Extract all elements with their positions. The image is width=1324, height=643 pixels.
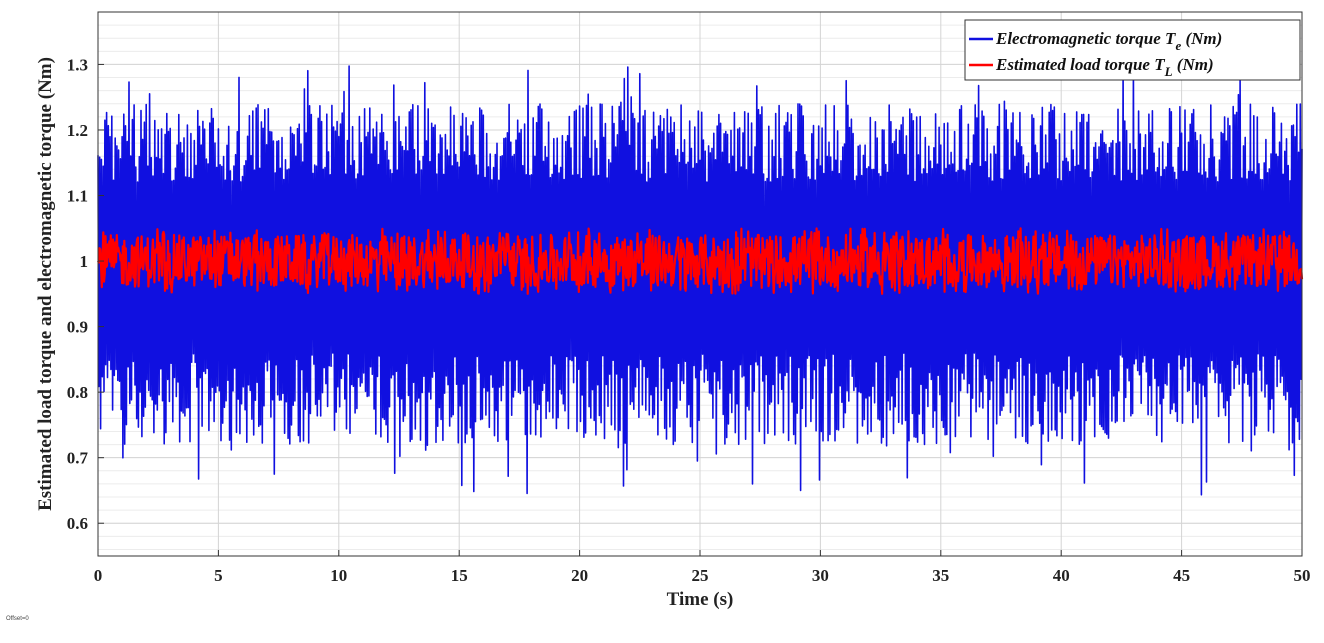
y-tick-label: 0.7 (67, 449, 89, 468)
y-tick-label: 1.2 (67, 121, 88, 140)
x-axis-label: Time (s) (667, 589, 734, 610)
y-tick-label: 0.8 (67, 383, 88, 402)
y-axis-label: Estimated load torque and electromagneti… (35, 57, 56, 511)
legend-entry-0: Electromagnetic torque Te (Nm) (995, 29, 1222, 53)
x-tick-label: 50 (1294, 566, 1311, 585)
series-line-electromagnetic-torque (97, 65, 1303, 496)
legend-entry-1: Estimated load torque TL (Nm) (995, 55, 1214, 79)
y-tick-label: 1 (80, 252, 89, 271)
x-tick-label: 30 (812, 566, 829, 585)
x-tick-label: 15 (451, 566, 468, 585)
legend-box (964, 19, 1301, 81)
x-tick-label: 35 (932, 566, 949, 585)
x-tick-label: 25 (692, 566, 709, 585)
x-tick-label: 10 (330, 566, 347, 585)
x-tick-label: 0 (94, 566, 103, 585)
plot-area (97, 65, 1304, 496)
x-tick-label: 5 (214, 566, 223, 585)
legend: Electromagnetic torque Te (Nm)Estimated … (964, 19, 1301, 81)
x-tick-label: 40 (1053, 566, 1070, 585)
x-tick-label: 20 (571, 566, 588, 585)
y-tick-label: 1.3 (67, 55, 88, 74)
y-tick-label: 0.6 (67, 514, 88, 533)
offset-note: Offset=0 (6, 616, 29, 622)
y-tick-label: 1.1 (67, 187, 88, 206)
series-line-load-torque (97, 227, 1304, 295)
x-tick-label: 45 (1173, 566, 1190, 585)
axes: 0 5 10 15 20 25 30 35 40 45 50 0.6 0.7 0.8 0.9 1 1.1 1.2 1… (35, 11, 1311, 610)
y-tick-label: 0.9 (67, 318, 88, 337)
